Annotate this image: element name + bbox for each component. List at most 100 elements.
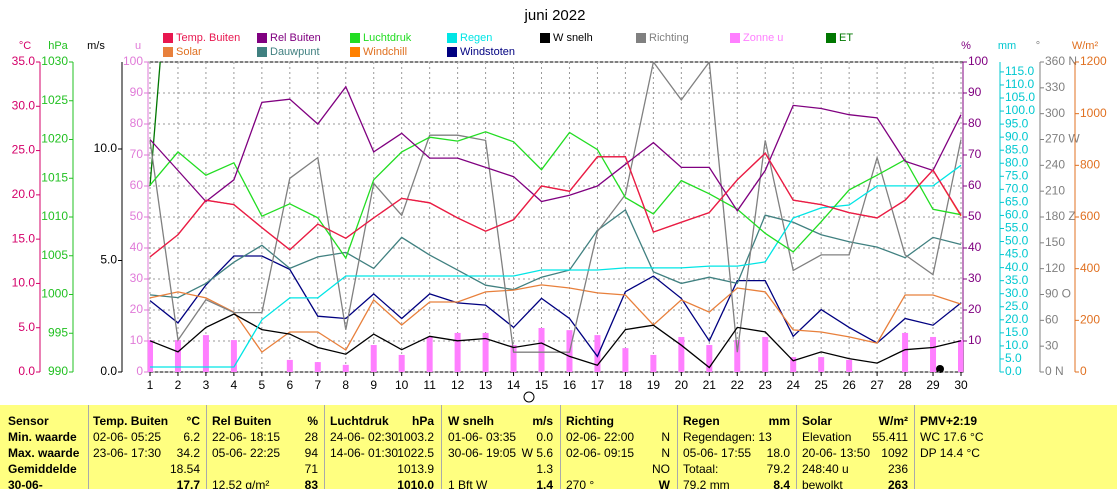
y-tick-label: 10 [130,333,144,347]
y-tick-label: 40.0 [1005,260,1029,274]
y-tick-label: 210 [1045,183,1065,197]
cell-text: 01-06- 03:35 [448,430,517,444]
bar [762,336,769,372]
x-tick-label: 18 [619,378,633,392]
cell-value: 8.4 [773,478,790,489]
x-tick-label: 21 [703,378,717,392]
cell-value: 28 [304,430,318,444]
divider [324,405,325,489]
bar [454,332,461,372]
bar [818,357,825,372]
y-tick-label: 15.0 [1005,325,1029,339]
y-tick-label: 0.0 [18,364,35,378]
divider [206,405,207,489]
y-tick-label: 70.0 [1005,182,1029,196]
bar [148,340,153,372]
axis-title: u [135,40,141,52]
y-tick-label: 10 [968,333,982,347]
x-tick-label: 3 [203,378,210,392]
legend-swatch [350,47,360,57]
legend-label: Richting [649,32,689,44]
section-unit: W/m² [878,414,908,428]
y-tick-label: 5.0 [18,320,35,334]
y-tick-label: 15.0 [12,231,36,245]
series-line [149,62,962,353]
bar [370,345,377,372]
bar [286,359,293,372]
bar [230,340,237,372]
section-name: Regen [683,414,720,428]
section-name: Temp. Buiten [93,414,169,428]
bar [678,336,685,372]
x-tick-label: 2 [175,378,182,392]
y-tick-label: 60 [130,178,144,192]
cell-value: 1013.9 [397,462,434,476]
moon-new [936,365,944,373]
y-tick-label: 80 [130,116,144,130]
legend-label: W snelh [553,32,593,44]
y-tick-label: 20.0 [12,187,36,201]
y-tick-label: 1200 [1080,54,1107,68]
y-tick-label: 0 N [1045,364,1064,378]
y-tick-label: 100 [968,54,988,68]
series-line [149,152,962,258]
x-tick-label: 20 [675,378,689,392]
y-tick-label: 0.0 [1005,364,1022,378]
sensor-label: Sensor [8,414,49,428]
cell-value: 1.3 [536,462,553,476]
axis-title: °C [19,40,31,52]
legend-label: Luchtdruk [363,32,412,44]
divider [560,405,561,489]
y-tick-label: 10.0 [12,276,36,290]
y-tick-label: 65.0 [1005,195,1029,209]
y-tick-label: 10.0 [94,141,118,155]
divider [441,405,442,489]
x-tick-label: 9 [370,378,377,392]
series-line [149,208,962,299]
section-unit: °C [186,414,200,428]
y-tick-label: 90.0 [1005,129,1029,143]
cell-value: N [661,430,670,444]
x-tick-label: 7 [314,378,321,392]
y-tick-label: 150 [1045,235,1065,249]
cell-text: 14-06- 01:30 [330,446,399,460]
y-tick-label: 80 [968,116,982,130]
x-tick-label: 6 [286,378,293,392]
y-tick-label: 1010 [41,209,68,223]
cell-value: 1.4 [536,478,553,489]
y-tick-label: 100 [123,54,143,68]
y-tick-label: 400 [1080,261,1100,275]
legend-swatch [257,33,267,43]
cell-text: 23-06- 17:30 [93,446,162,460]
cell-text: 05-06- 22:25 [212,446,281,460]
y-tick-label: 330 [1045,80,1065,94]
x-tick-label: 17 [591,378,605,392]
x-tick-label: 12 [451,378,465,392]
bar [426,336,433,372]
series-line [149,131,962,260]
cell-value: 94 [304,446,318,460]
cell-value: 6.2 [183,430,200,444]
bar [650,354,657,372]
y-tick-label: 1005 [41,248,68,262]
y-tick-label: 90 [968,85,982,99]
y-tick-label: 110.0 [1005,77,1034,91]
sensor-label: Gemiddelde [8,462,77,476]
cell-value: 1010.0 [397,478,434,489]
y-tick-label: 20.0 [1005,312,1029,326]
x-tick-label: 16 [563,378,577,392]
bar [790,357,797,372]
cell-value: 1003.2 [397,430,434,444]
legend-swatch [826,33,836,43]
series-line [149,313,962,369]
cell-text: 24-06- 02:30 [330,430,399,444]
x-tick-label: 1 [147,378,154,392]
y-tick-label: 40 [130,240,144,254]
x-tick-label: 28 [898,378,912,392]
x-tick-label: 8 [342,378,349,392]
legend-label: Solar [176,46,202,58]
y-tick-label: 800 [1080,158,1100,172]
y-tick-label: 995 [48,325,68,339]
y-tick-label: 30.0 [1005,286,1029,300]
sensor-label: Min. waarde [8,430,77,444]
